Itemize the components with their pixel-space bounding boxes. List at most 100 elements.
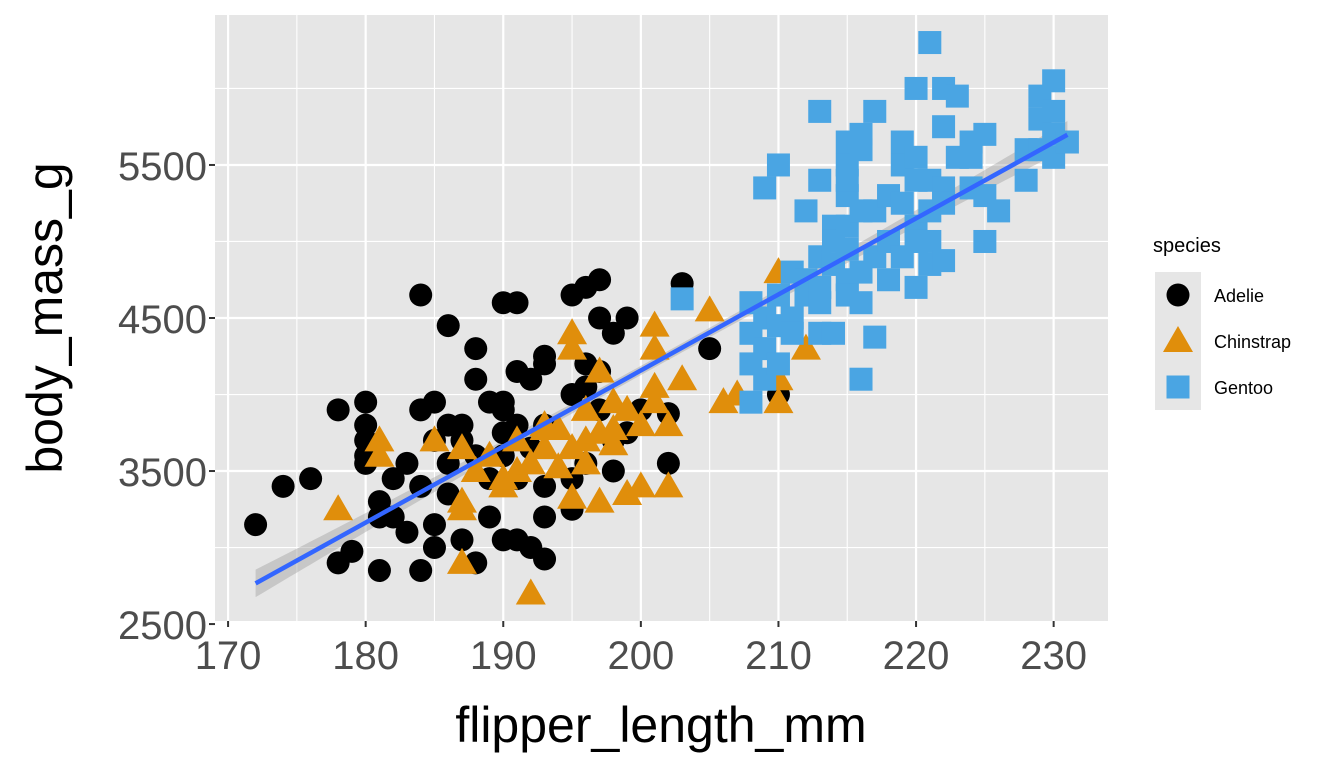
point-adelie	[464, 337, 488, 361]
point-adelie	[588, 268, 612, 292]
legend-key-chinstrap	[1163, 326, 1193, 352]
point-gentoo	[1014, 168, 1038, 192]
point-adelie	[533, 547, 557, 571]
point-adelie	[519, 367, 543, 391]
point-adelie	[422, 513, 446, 537]
point-gentoo	[959, 145, 983, 169]
point-chinstrap	[584, 356, 615, 383]
point-gentoo	[1042, 69, 1066, 93]
point-chinstrap	[708, 387, 739, 414]
point-adelie	[533, 505, 557, 529]
point-chinstrap	[625, 471, 656, 498]
point-chinstrap	[488, 463, 519, 490]
y-tick-label: 2500	[118, 604, 207, 648]
point-gentoo	[849, 122, 873, 146]
point-chinstrap	[323, 494, 354, 521]
point-chinstrap	[763, 387, 794, 414]
point-gentoo	[849, 367, 873, 391]
point-chinstrap	[639, 387, 670, 414]
point-chinstrap	[612, 394, 643, 421]
point-adelie	[656, 451, 680, 475]
point-adelie	[588, 306, 612, 330]
data-points	[244, 31, 1079, 605]
point-chinstrap	[364, 440, 395, 467]
point-chinstrap	[639, 310, 670, 337]
point-chinstrap	[419, 425, 450, 452]
point-gentoo	[821, 321, 845, 345]
point-chinstrap	[790, 333, 821, 360]
point-chinstrap	[529, 433, 560, 460]
point-adelie	[505, 413, 529, 437]
point-chinstrap	[694, 295, 725, 322]
point-chinstrap	[543, 413, 574, 440]
x-tick-label: 190	[470, 634, 537, 678]
x-tick-label: 220	[883, 634, 950, 678]
x-tick-label: 170	[195, 634, 262, 678]
legend-label: Adelie	[1214, 286, 1264, 306]
point-adelie	[326, 398, 350, 422]
point-gentoo	[849, 291, 873, 315]
point-chinstrap	[515, 448, 546, 475]
point-gentoo	[808, 168, 832, 192]
point-adelie	[491, 398, 515, 422]
legend: species Adelie Chinstrap Gentoo	[1153, 235, 1291, 410]
point-chinstrap	[612, 478, 643, 505]
point-gentoo	[670, 287, 694, 311]
point-adelie	[367, 559, 391, 582]
point-gentoo	[1055, 130, 1079, 154]
point-gentoo	[739, 390, 763, 414]
x-tick-label: 180	[332, 634, 399, 678]
point-adelie	[436, 482, 460, 506]
point-adelie	[601, 459, 625, 483]
point-adelie	[409, 474, 433, 498]
point-gentoo	[932, 115, 956, 139]
point-adelie	[395, 451, 419, 475]
point-chinstrap	[570, 425, 601, 452]
legend-label: Gentoo	[1214, 378, 1273, 398]
y-tick-label: 3500	[118, 451, 207, 495]
point-adelie	[436, 314, 460, 338]
y-tick-label: 5500	[118, 145, 207, 189]
point-adelie	[615, 306, 639, 330]
point-gentoo	[904, 275, 928, 299]
point-chinstrap	[543, 452, 574, 479]
point-gentoo	[766, 352, 790, 376]
point-adelie	[395, 520, 419, 544]
point-adelie	[381, 467, 405, 491]
point-gentoo	[973, 229, 997, 253]
point-chinstrap	[598, 429, 629, 456]
point-chinstrap	[639, 371, 670, 398]
point-gentoo	[973, 122, 997, 146]
x-axis-title: flipper_length_mm	[455, 697, 866, 753]
legend-key-adelie	[1166, 283, 1190, 307]
point-gentoo	[945, 84, 969, 108]
point-adelie	[409, 283, 433, 307]
point-gentoo	[766, 153, 790, 177]
point-gentoo	[808, 99, 832, 123]
point-adelie	[244, 513, 268, 537]
legend-label: Chinstrap	[1214, 332, 1291, 352]
point-gentoo	[918, 229, 942, 253]
point-adelie	[450, 528, 474, 552]
y-tick-label: 4500	[118, 298, 207, 342]
point-chinstrap	[625, 410, 656, 437]
point-chinstrap	[584, 486, 615, 513]
point-gentoo	[753, 176, 777, 200]
point-adelie	[422, 390, 446, 414]
point-gentoo	[987, 199, 1011, 223]
point-adelie	[271, 474, 295, 498]
point-chinstrap	[446, 433, 477, 460]
legend-title: species	[1153, 235, 1221, 257]
point-chinstrap	[557, 482, 588, 509]
smooth-line	[254, 132, 1069, 586]
point-chinstrap	[653, 471, 684, 498]
point-adelie	[505, 291, 529, 315]
point-chinstrap	[557, 318, 588, 345]
point-adelie	[354, 390, 378, 414]
legend-key-gentoo	[1166, 375, 1190, 399]
x-tick-label: 200	[607, 634, 674, 678]
point-adelie	[299, 467, 323, 491]
point-gentoo	[863, 99, 887, 123]
point-adelie	[601, 321, 625, 345]
point-chinstrap	[570, 394, 601, 421]
